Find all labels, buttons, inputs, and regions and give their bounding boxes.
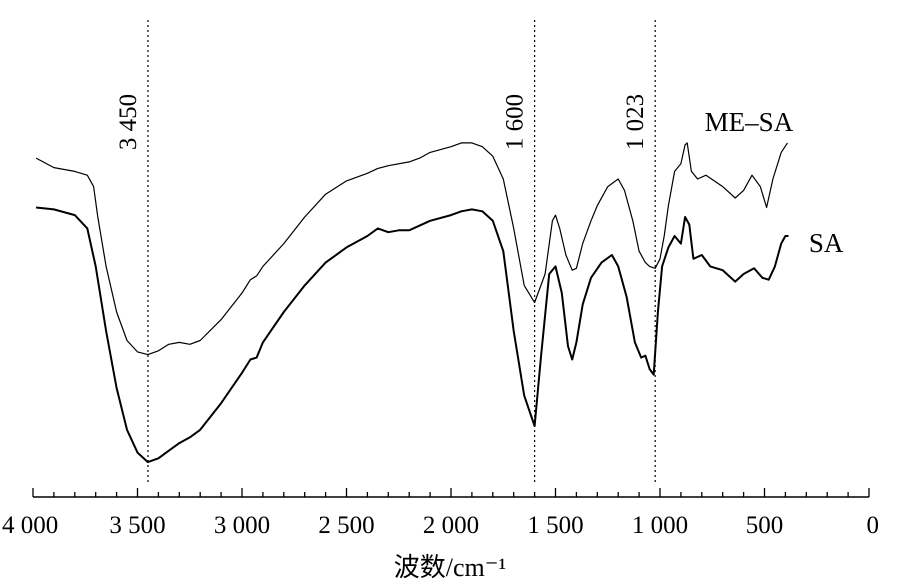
x-tick-label: 2 000 <box>423 512 479 539</box>
x-tick-label: 3 500 <box>109 512 165 539</box>
x-axis-title: 波数/cm⁻¹ <box>394 553 507 582</box>
series-line-sa <box>35 206 789 464</box>
series-line-me-sa <box>35 142 789 356</box>
series-label-sa: SA <box>809 228 844 258</box>
series-label-me-sa: ME–SA <box>705 107 794 137</box>
x-tick-label: 2 500 <box>318 512 374 539</box>
x-tick-label: 1 500 <box>527 512 583 539</box>
x-tick-label: 3 000 <box>214 512 270 539</box>
x-tick-label: 4 000 <box>2 512 58 539</box>
peak-marker-lines: 3 450 1 600 1 023 <box>115 20 656 484</box>
peak-label-1023: 1 023 <box>622 94 649 150</box>
x-tick-label: 1 000 <box>632 512 688 539</box>
x-axis: 4 000 3 500 3 000 2 500 2 000 1 500 1 000 500 0 <box>2 488 879 539</box>
peak-label-1600: 1 600 <box>502 94 529 150</box>
x-tick-label: 0 <box>867 512 880 539</box>
x-tick-label: 500 <box>746 512 784 539</box>
series-lines: ME–SA SA <box>35 107 844 464</box>
peak-label-3450: 3 450 <box>115 94 142 150</box>
